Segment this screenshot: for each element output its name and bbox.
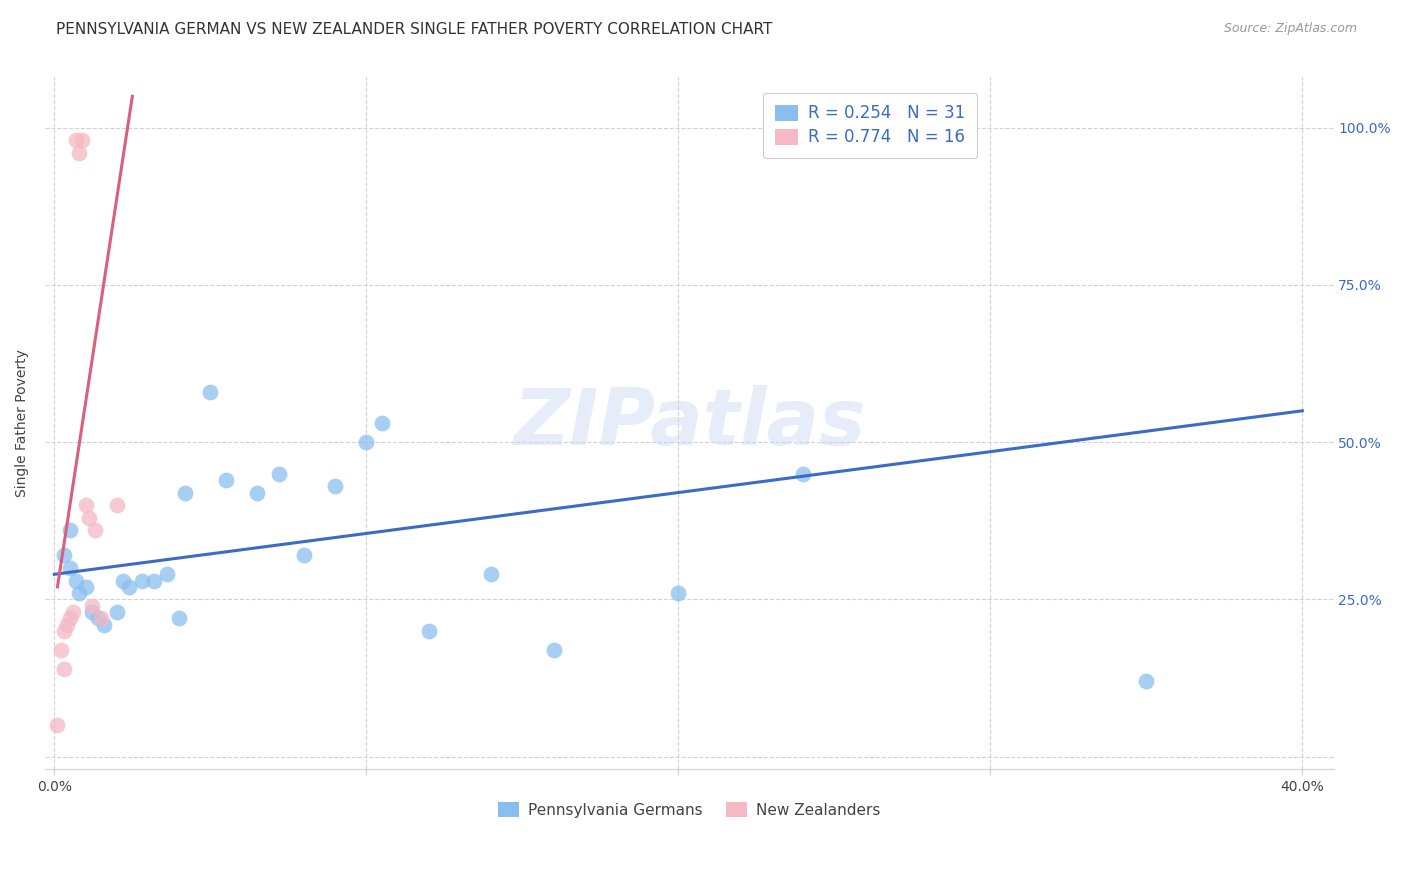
Point (49, 642, 72, 657)
Point (75, 498, 97, 512)
Point (65, 133, 87, 147)
Point (1135, 674, 1157, 689)
Point (59, 524, 82, 538)
Point (167, 611, 190, 625)
Point (59, 561, 82, 575)
Point (479, 567, 502, 582)
Point (323, 479, 346, 493)
Point (90, 611, 112, 625)
Point (215, 473, 238, 487)
Point (59, 611, 82, 625)
Point (143, 574, 166, 588)
Point (118, 580, 141, 594)
Point (131, 574, 153, 588)
Point (83, 524, 105, 538)
Text: PENNSYLVANIA GERMAN VS NEW ZEALANDER SINGLE FATHER POVERTY CORRELATION CHART: PENNSYLVANIA GERMAN VS NEW ZEALANDER SIN… (56, 22, 773, 37)
Point (72, 133, 94, 147)
Point (246, 485, 269, 500)
Point (87, 611, 110, 625)
Point (56, 617, 79, 632)
Point (93, 617, 115, 632)
Point (75, 580, 97, 594)
Point (105, 605, 128, 619)
Point (371, 417, 394, 431)
Point (792, 467, 814, 481)
Point (52, 549, 75, 563)
Point (111, 574, 134, 588)
Text: ZIPatlas: ZIPatlas (513, 385, 865, 461)
Point (174, 485, 197, 500)
Point (77, 510, 100, 524)
Point (67, 586, 90, 600)
Point (52, 624, 75, 638)
Legend: Pennsylvania Germans, New Zealanders: Pennsylvania Germans, New Zealanders (492, 797, 887, 824)
Point (543, 642, 565, 657)
Point (80, 599, 103, 613)
Text: Source: ZipAtlas.com: Source: ZipAtlas.com (1223, 22, 1357, 36)
Point (156, 567, 179, 582)
Point (105, 498, 128, 512)
Point (418, 624, 440, 638)
Y-axis label: Single Father Poverty: Single Father Poverty (15, 350, 30, 498)
Point (52, 662, 75, 676)
Point (80, 605, 103, 619)
Point (62, 605, 84, 619)
Point (200, 384, 222, 399)
Point (67, 145, 90, 160)
Point (292, 549, 315, 563)
Point (666, 586, 689, 600)
Point (267, 467, 290, 481)
Point (356, 435, 378, 450)
Point (46, 718, 69, 732)
Point (65, 574, 87, 588)
